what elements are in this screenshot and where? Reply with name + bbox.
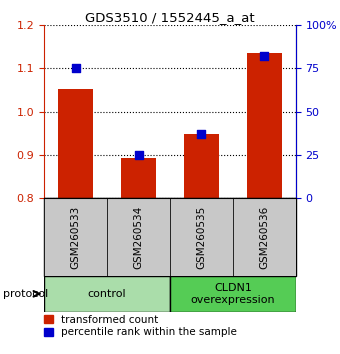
Text: control: control — [88, 289, 126, 299]
Bar — [58, 89, 93, 198]
Legend: transformed count, percentile rank within the sample: transformed count, percentile rank withi… — [44, 315, 237, 337]
Text: CLDN1
overexpression: CLDN1 overexpression — [191, 283, 275, 305]
Bar — [44, 198, 107, 276]
Text: GSM260536: GSM260536 — [259, 206, 269, 269]
Bar — [247, 52, 282, 198]
Point — [73, 65, 78, 71]
Point — [262, 53, 267, 59]
Text: protocol: protocol — [3, 289, 49, 299]
Bar — [170, 276, 296, 312]
Text: GSM260533: GSM260533 — [71, 206, 81, 269]
Text: GSM260534: GSM260534 — [134, 206, 143, 269]
Bar — [184, 134, 219, 198]
Bar — [170, 198, 233, 276]
Bar — [121, 158, 156, 198]
Point — [136, 152, 141, 158]
Bar — [44, 276, 170, 312]
Text: GSM260535: GSM260535 — [197, 206, 206, 269]
Bar — [107, 198, 170, 276]
Title: GDS3510 / 1552445_a_at: GDS3510 / 1552445_a_at — [85, 11, 255, 24]
Bar — [233, 198, 296, 276]
Point — [199, 131, 204, 137]
